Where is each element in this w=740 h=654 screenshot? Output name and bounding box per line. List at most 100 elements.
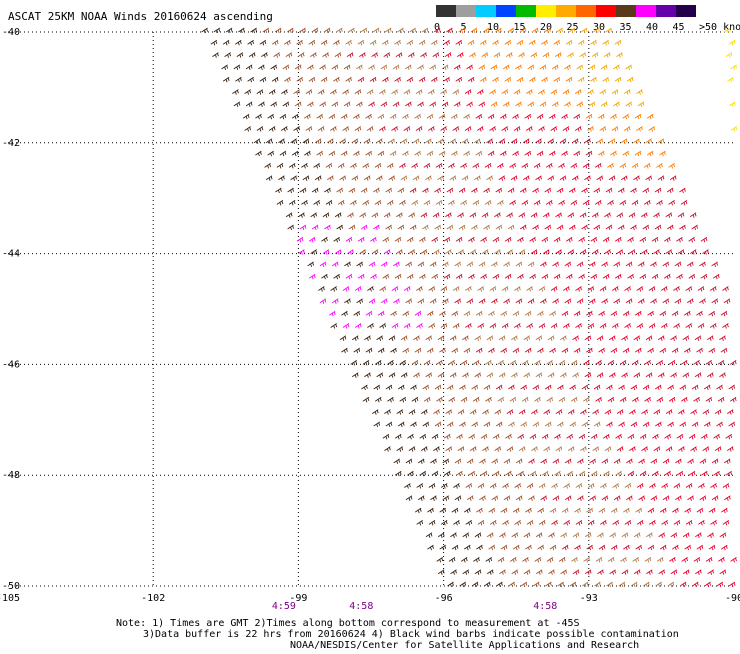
wind-barb	[532, 581, 540, 588]
wind-barb	[430, 495, 437, 501]
wind-barb	[339, 335, 347, 341]
wind-barb	[353, 113, 360, 120]
wind-barb	[709, 323, 717, 329]
wind-barb	[591, 52, 599, 58]
wind-barb	[559, 138, 567, 144]
wind-barb	[385, 187, 393, 194]
wind-barb	[390, 310, 397, 317]
wind-barb	[448, 200, 455, 206]
wind-barb	[488, 544, 496, 551]
wind-barb	[565, 39, 573, 46]
wind-barb	[449, 138, 457, 144]
wind-barb	[528, 458, 535, 465]
wind-barb	[365, 150, 373, 157]
wind-barb	[511, 372, 518, 378]
wind-barb	[368, 298, 376, 304]
wind-barb	[448, 557, 456, 563]
wind-barb	[685, 483, 693, 489]
wind-barb	[587, 483, 595, 489]
wind-barb	[359, 249, 367, 255]
wind-barb	[490, 101, 498, 108]
wind-barb	[305, 89, 313, 95]
wind-barb	[502, 101, 510, 108]
wind-barb	[593, 384, 601, 391]
wind-barb	[238, 27, 245, 34]
legend-color-swatch	[596, 5, 616, 17]
wind-barb	[513, 89, 521, 95]
wind-barb	[422, 187, 429, 194]
wind-barb	[656, 360, 664, 366]
wind-barb	[435, 163, 443, 169]
wind-barb	[645, 372, 653, 378]
wind-barb	[264, 163, 272, 169]
wind-barb	[593, 224, 601, 231]
wind-barb	[465, 286, 472, 292]
wind-barb	[411, 200, 419, 206]
wind-barb	[646, 150, 654, 157]
wind-barb	[466, 64, 473, 71]
wind-barb	[484, 163, 492, 169]
wind-barb	[643, 163, 651, 169]
wind-barb	[567, 212, 575, 218]
wind-barb	[439, 347, 446, 354]
wind-barb	[406, 273, 414, 280]
wind-barb	[563, 286, 570, 292]
wind-barb	[340, 113, 348, 120]
wind-barb	[667, 421, 674, 428]
wind-barb	[684, 544, 692, 551]
wind-barb	[576, 101, 584, 108]
wind-barb	[657, 372, 665, 378]
wind-barb	[477, 286, 485, 292]
wind-barb	[511, 335, 518, 341]
wind-barb	[688, 470, 696, 477]
wind-barb	[524, 150, 532, 157]
wind-barb	[311, 224, 319, 231]
wind-barb	[393, 261, 400, 268]
wind-barb	[720, 347, 728, 354]
wind-barb	[631, 200, 639, 206]
wind-barb	[670, 335, 677, 341]
legend-color-swatch	[556, 5, 576, 17]
wind-barb	[712, 273, 720, 280]
wind-barb	[414, 310, 422, 317]
wind-barb	[650, 298, 657, 304]
wind-barb	[389, 150, 397, 157]
wind-barb	[554, 470, 561, 477]
wind-barb	[420, 52, 427, 58]
wind-barb	[409, 187, 417, 194]
wind-barb	[384, 409, 391, 415]
wind-barb	[373, 187, 380, 194]
wind-barb	[639, 433, 647, 440]
wind-barb	[590, 470, 598, 477]
wind-barb	[458, 187, 466, 194]
wind-barb	[655, 421, 662, 428]
wind-barb	[537, 507, 545, 514]
x-tick-label: -99	[289, 593, 307, 604]
wind-barb	[447, 581, 454, 588]
wind-barb	[331, 101, 339, 108]
wind-barb	[304, 150, 311, 157]
wind-barb	[488, 507, 496, 514]
wind-barb	[333, 39, 340, 46]
wind-barb	[658, 569, 666, 575]
wind-barb	[517, 236, 524, 243]
wind-barb	[265, 175, 273, 181]
wind-barb	[461, 175, 469, 181]
wind-barb	[581, 224, 588, 231]
wind-barb	[725, 52, 733, 58]
wind-barb	[579, 212, 587, 218]
wind-barb	[656, 396, 664, 403]
wind-barb	[623, 507, 630, 514]
wind-barb	[530, 52, 538, 58]
wind-barb	[711, 298, 719, 304]
wind-barb	[497, 557, 505, 563]
wind-barb	[508, 421, 515, 428]
wind-barb	[345, 76, 352, 83]
wind-barb	[550, 286, 558, 292]
wind-barb	[415, 89, 423, 95]
wind-barb	[298, 249, 305, 255]
wind-barb	[464, 126, 472, 132]
wind-barb	[637, 298, 645, 304]
wind-barb	[535, 532, 543, 538]
wind-barb	[452, 323, 460, 329]
